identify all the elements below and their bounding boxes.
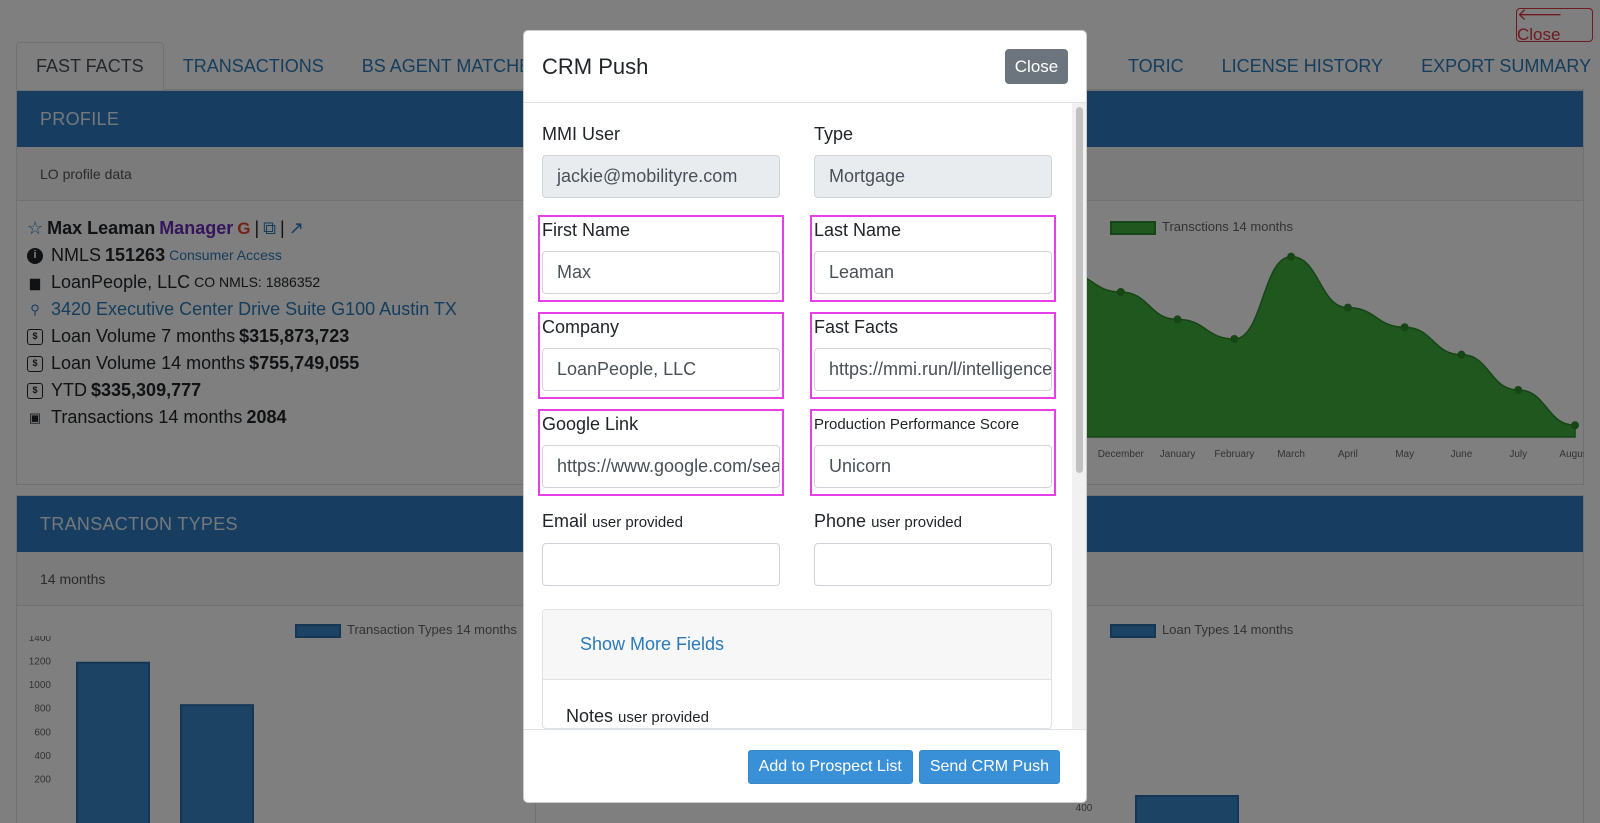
modal-footer: Add to Prospect List Send CRM Push bbox=[524, 729, 1086, 802]
pps-field: Production Performance Score bbox=[814, 416, 1019, 433]
first-name-highlight bbox=[538, 215, 784, 302]
first-name-label: First Name bbox=[542, 220, 631, 240]
last-name-highlight bbox=[810, 215, 1056, 302]
email-label-text: Email bbox=[542, 511, 588, 531]
modal-title: CRM Push bbox=[542, 53, 649, 79]
notes-label: Notes user provided bbox=[543, 680, 1051, 727]
google-link-input[interactable]: https://www.google.com/search bbox=[542, 445, 780, 488]
company-input[interactable]: LoanPeople, LLC bbox=[542, 348, 780, 391]
show-more-panel: Show More Fields Notes user provided bbox=[542, 609, 1052, 729]
first-name-field: First Name bbox=[542, 220, 630, 241]
google-link-highlight bbox=[538, 409, 784, 496]
company-highlight bbox=[538, 312, 784, 399]
google-link-field: Google Link bbox=[542, 414, 638, 435]
phone-field: Phone user provided bbox=[814, 511, 962, 532]
google-link-label: Google Link bbox=[542, 414, 639, 434]
modal-scroll-area: MMI User jackie@mobilityre.com Type Mort… bbox=[524, 103, 1072, 729]
phone-input[interactable] bbox=[814, 543, 1052, 586]
fast-facts-field: Fast Facts bbox=[814, 317, 898, 338]
pps-label: Production Performance Score bbox=[814, 416, 1020, 433]
add-to-prospect-list-button[interactable]: Add to Prospect List bbox=[747, 750, 913, 784]
company-label: Company bbox=[542, 317, 620, 337]
email-field: Email user provided bbox=[542, 511, 683, 532]
last-name-label: Last Name bbox=[814, 220, 902, 240]
notes-note: user provided bbox=[618, 709, 709, 726]
modal-scroll-thumb[interactable] bbox=[1076, 107, 1083, 473]
first-name-input[interactable]: Max bbox=[542, 251, 780, 294]
type-field: Type bbox=[814, 124, 853, 145]
modal-header: CRM Push Close bbox=[524, 31, 1086, 103]
phone-label-text: Phone bbox=[814, 511, 867, 531]
email-input[interactable] bbox=[542, 543, 780, 586]
send-crm-push-button[interactable]: Send CRM Push bbox=[918, 750, 1060, 784]
fast-facts-input[interactable]: https://mmi.run/l/intelligence bbox=[814, 348, 1052, 391]
modal-scrollbar[interactable] bbox=[1072, 103, 1086, 729]
email-label: Email user provided bbox=[542, 511, 683, 532]
type-input[interactable]: Mortgage bbox=[814, 155, 1052, 198]
mmi-user-field: MMI User bbox=[542, 124, 620, 145]
type-label: Type bbox=[814, 124, 854, 144]
email-note: user provided bbox=[592, 514, 683, 531]
modal-body: MMI User jackie@mobilityre.com Type Mort… bbox=[524, 103, 1086, 729]
pps-highlight bbox=[810, 409, 1056, 496]
mmi-user-input[interactable]: jackie@mobilityre.com bbox=[542, 155, 780, 198]
fast-facts-label: Fast Facts bbox=[814, 317, 899, 337]
show-more-fields-link[interactable]: Show More Fields bbox=[543, 610, 1051, 680]
crm-push-modal: CRM Push Close MMI User jackie@mobilityr… bbox=[523, 30, 1087, 803]
phone-note: user provided bbox=[871, 514, 962, 531]
modal-close-button[interactable]: Close bbox=[1005, 49, 1068, 84]
notes-label-text: Notes bbox=[566, 706, 614, 726]
pps-input[interactable]: Unicorn bbox=[814, 445, 1052, 488]
company-field: Company bbox=[542, 317, 619, 338]
last-name-input[interactable]: Leaman bbox=[814, 251, 1052, 294]
fast-facts-highlight bbox=[810, 312, 1056, 399]
phone-label: Phone user provided bbox=[814, 511, 962, 532]
mmi-user-label: MMI User bbox=[542, 124, 620, 144]
last-name-field: Last Name bbox=[814, 220, 901, 241]
